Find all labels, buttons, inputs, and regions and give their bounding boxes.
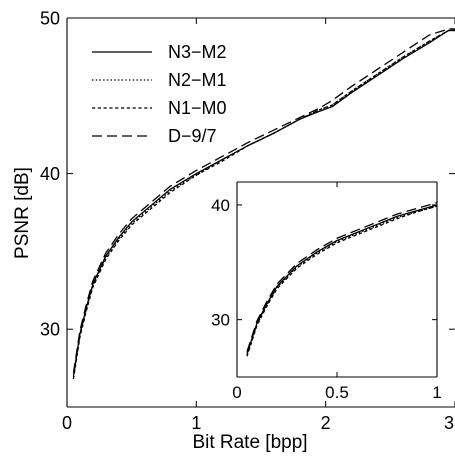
inset-series-group (246, 202, 437, 357)
inset-series-line-2 (246, 205, 437, 356)
inset-x-tick-label: 0 (232, 383, 241, 402)
legend: N3−M2 N2−M1 N1−M0 D−9/7 (92, 42, 227, 146)
inset-y-tick-label: 40 (211, 196, 230, 215)
legend-label-4: D−9/7 (168, 126, 217, 146)
main-y-tick-label: 30 (40, 320, 60, 340)
inset-y-tick-label: 30 (211, 311, 230, 330)
inset-chart: 0 0.5 1 30 40 (211, 181, 442, 402)
main-x-tick-label: 1 (191, 413, 201, 433)
x-axis-title: Bit Rate [bpp] (192, 432, 307, 453)
inset-x-tick-label: 0.5 (325, 383, 349, 402)
main-series-line-2 (72, 29, 455, 378)
main-x-tick-label: 2 (321, 413, 331, 433)
main-y-tick-label: 50 (40, 8, 60, 28)
main-series-line-4 (72, 28, 455, 373)
y-axis-title: PSNR [dB] (12, 167, 33, 259)
legend-label-3: N1−M0 (168, 98, 227, 118)
main-series-line-3 (72, 29, 455, 380)
main-x-tick-label: 3 (444, 413, 454, 433)
inset-series-line-4 (246, 202, 437, 352)
legend-label-1: N3−M2 (168, 42, 227, 62)
inset-x-tick-label: 1 (432, 383, 441, 402)
main-series-group (72, 28, 455, 380)
main-x-tick-label: 0 (62, 413, 72, 433)
legend-label-2: N2−M1 (168, 70, 227, 90)
main-y-tick-label: 40 (40, 164, 60, 184)
